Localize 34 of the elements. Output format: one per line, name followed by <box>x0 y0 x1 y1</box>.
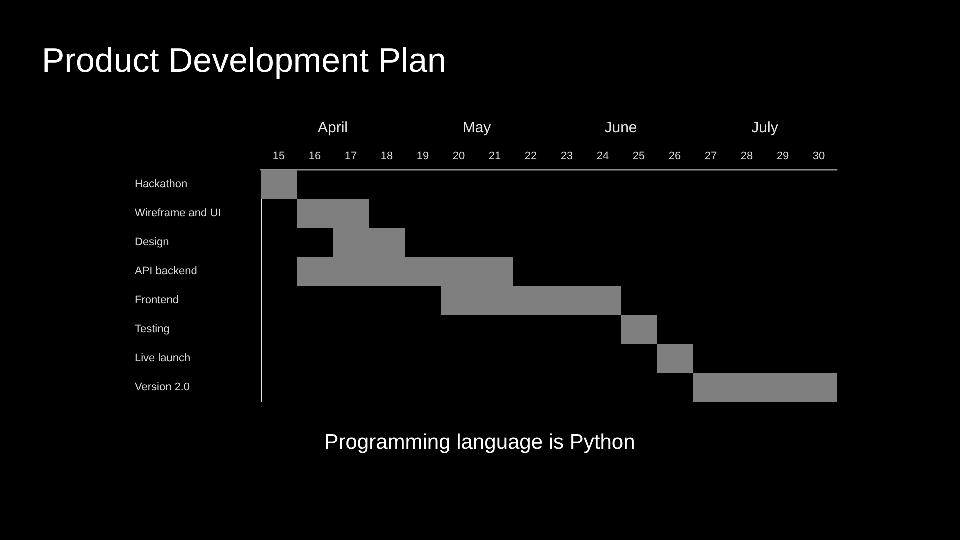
x-tick-label: 22 <box>524 150 538 162</box>
x-tick-label: 15 <box>272 150 286 162</box>
x-tick-label: 16 <box>308 150 322 162</box>
bar <box>621 315 657 344</box>
text: June <box>604 120 638 136</box>
x-tick-label: 27 <box>704 150 718 162</box>
x-tick-label: 19 <box>416 150 430 162</box>
x-tick-label: 29 <box>776 150 790 162</box>
x-tick-label: 20 <box>452 150 466 162</box>
x-tick-label: 28 <box>740 150 754 162</box>
x-tick-label: 26 <box>668 150 682 162</box>
text: July <box>752 120 779 136</box>
x-tick-label: 30 <box>812 150 826 162</box>
y-tick-label: Frontend <box>135 294 180 306</box>
x-tick-label: 17 <box>344 150 358 162</box>
x-tick-label: 23 <box>560 150 574 162</box>
x-tick-label: 24 <box>596 150 610 162</box>
y-tick-label: API backend <box>135 266 198 278</box>
text: May <box>462 120 492 136</box>
bar <box>261 170 297 199</box>
y-tick-label: Wireframe and UI <box>135 208 222 220</box>
y-tick-label: Live launch <box>135 352 191 364</box>
x-tick-label: 18 <box>380 150 394 162</box>
chart-title: Product Development Plan <box>42 42 446 80</box>
y-tick-label: Version 2.0 <box>135 382 190 394</box>
y-tick-label: Testing <box>135 324 170 336</box>
bar <box>693 373 837 402</box>
x-tick-label: 25 <box>632 150 646 162</box>
y-tick-label: Design <box>135 236 170 248</box>
x-tick-label: 21 <box>488 150 502 162</box>
y-tick-label: Hackathon <box>135 178 188 190</box>
text: Programming language is Python <box>324 431 636 454</box>
text: April <box>318 120 348 136</box>
bar <box>657 344 693 373</box>
